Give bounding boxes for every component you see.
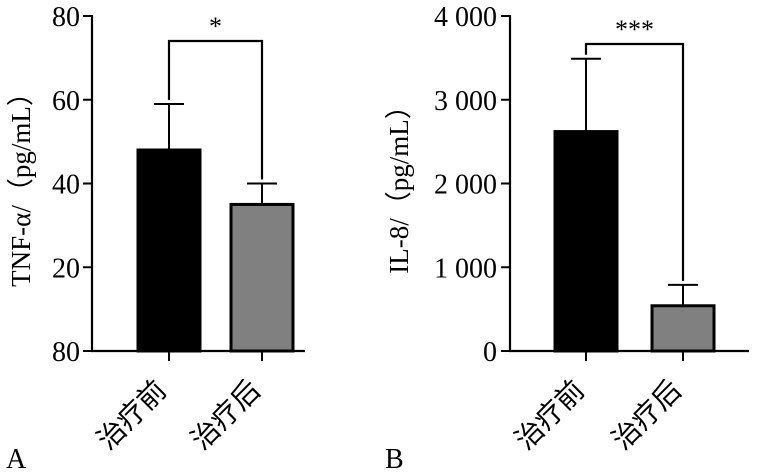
panel-label: B (385, 444, 404, 472)
x-tick-label: 治疗前 (90, 374, 173, 457)
y-axis-label: IL-8/（pg/mL） (384, 92, 414, 273)
significance-bracket (167, 39, 264, 180)
significance-marker: *** (615, 15, 654, 44)
panel-b-chart: 0 1 000 2 000 3 000 4 000 IL-8/（pg/mL） 治疗前 治疗后 *… (384, 2, 749, 472)
bar (650, 304, 716, 353)
y-tick-label: 60 (52, 86, 80, 117)
y-tick-label: 0 (483, 337, 497, 368)
y-tick-label: 40 (52, 170, 80, 201)
y-tick-label: 20 (52, 253, 80, 284)
x-tick-label: 治疗后 (605, 374, 688, 457)
significance-bracket (584, 42, 685, 281)
significance-marker: * (209, 12, 222, 41)
y-tick-label: 3 000 (434, 86, 497, 117)
panel-a-chart: 80 20 40 60 80 TNF-α/（pg/mL） 治疗前 治疗后 * A (6, 2, 305, 472)
x-tick-label: 治疗后 (184, 374, 267, 457)
bar (553, 130, 619, 353)
y-tick-label: 2 000 (434, 170, 497, 201)
y-tick-label: 1 000 (434, 253, 497, 284)
x-tick-label: 治疗前 (508, 374, 591, 457)
bar (136, 148, 202, 353)
bar (229, 202, 295, 353)
y-tick-label: 80 (52, 337, 80, 368)
y-tick-label: 4 000 (434, 2, 497, 33)
y-axis-label: TNF-α/（pg/mL） (6, 79, 36, 287)
y-tick-label: 80 (52, 2, 80, 33)
panel-label: A (6, 444, 27, 472)
